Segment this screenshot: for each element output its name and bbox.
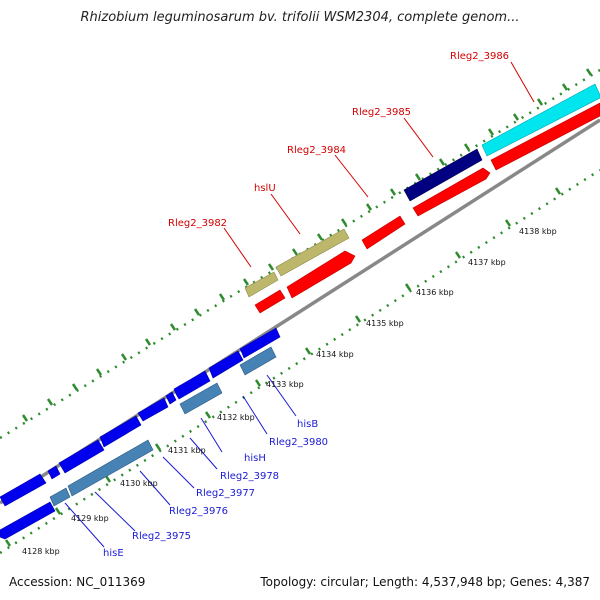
kbp-tick-label: 4128 kbp <box>22 547 60 556</box>
gene-label[interactable]: Rleg2_3982 <box>168 218 227 229</box>
inner-guide-line <box>0 168 600 555</box>
gene-box-steel[interactable] <box>179 382 223 415</box>
map-title: Rhizobium leguminosarum bv. trifolii WSM… <box>80 10 520 25</box>
gene-box-cyan[interactable] <box>481 83 600 157</box>
accession-text: Accession: NC_011369 <box>9 575 146 589</box>
kbp-labels: 4128 kbp 4129 kbp 4130 kbp 4131 kbp 4132… <box>22 227 557 556</box>
gene-box-khaki[interactable] <box>244 271 279 298</box>
kbp-tick-label: 4129 kbp <box>71 514 109 523</box>
kbp-tick-label: 4134 kbp <box>316 350 354 359</box>
gene-label[interactable]: Rleg2_3977 <box>196 488 255 499</box>
kbp-tick-label: 4136 kbp <box>416 288 454 297</box>
gene-label[interactable]: hslU <box>254 183 276 194</box>
topology-text: Topology: circular; Length: 4,537,948 bp… <box>260 575 590 589</box>
gene-arrow[interactable] <box>239 327 281 359</box>
gene-box-steel[interactable] <box>239 346 277 376</box>
gene-box-navy[interactable] <box>403 148 483 202</box>
gene-label[interactable]: Rleg2_3978 <box>220 471 279 482</box>
gene-label[interactable]: Rleg2_3980 <box>269 437 328 448</box>
kbp-tick-label: 4132 kbp <box>217 413 255 422</box>
gene-arrow[interactable] <box>58 439 105 474</box>
gene-arrow[interactable] <box>490 102 600 171</box>
gene-arrow[interactable] <box>165 391 177 405</box>
gene-label[interactable]: Rleg2_3986 <box>450 51 509 62</box>
gene-label[interactable]: Rleg2_3985 <box>352 107 411 118</box>
gene-label[interactable]: hisB <box>297 419 318 430</box>
highlight-gene-track <box>244 83 600 298</box>
gene-label[interactable]: hisE <box>103 548 124 559</box>
kbp-tick-label: 4130 kbp <box>120 479 158 488</box>
gene-box-khaki[interactable] <box>275 228 350 277</box>
gene-arrow[interactable] <box>361 215 406 250</box>
gene-arrow[interactable] <box>137 397 169 422</box>
inner-major-ticks <box>4 187 562 547</box>
red-leader-lines <box>223 61 535 268</box>
gene-box-steel[interactable] <box>67 439 154 497</box>
gene-arrow[interactable] <box>0 501 56 540</box>
gene-box-steel[interactable] <box>49 487 71 507</box>
kbp-tick-label: 4135 kbp <box>366 319 404 328</box>
kbp-tick-label: 4133 kbp <box>266 380 304 389</box>
red-gene-track <box>254 102 600 314</box>
gene-arrow[interactable] <box>254 289 286 314</box>
outer-major-ticks <box>21 68 593 422</box>
gene-arrow[interactable] <box>47 465 61 480</box>
gene-label[interactable]: hisH <box>244 453 266 464</box>
gene-arrow[interactable] <box>286 250 356 299</box>
gene-arrow[interactable] <box>0 473 47 507</box>
gene-arrow[interactable] <box>99 415 142 448</box>
gene-arrow[interactable] <box>412 167 491 217</box>
gene-label[interactable]: Rleg2_3975 <box>132 531 191 542</box>
steel-gene-track <box>49 346 277 507</box>
blue-gene-track <box>0 327 281 540</box>
backbone-line <box>0 118 600 505</box>
kbp-tick-label: 4131 kbp <box>168 446 206 455</box>
gene-label[interactable]: Rleg2_3976 <box>169 506 228 517</box>
kbp-tick-label: 4137 kbp <box>468 258 506 267</box>
blue-gene-labels: hisB Rleg2_3980 hisH Rleg2_3978 Rleg2_39… <box>103 419 328 559</box>
gene-arrow[interactable] <box>173 370 211 400</box>
blue-leader-lines <box>64 374 297 548</box>
gene-label[interactable]: Rleg2_3984 <box>287 145 346 156</box>
kbp-tick-label: 4138 kbp <box>519 227 557 236</box>
red-gene-labels: Rleg2_3986 Rleg2_3985 Rleg2_3984 hslU Rl… <box>168 51 509 229</box>
gene-arrow[interactable] <box>208 350 244 379</box>
